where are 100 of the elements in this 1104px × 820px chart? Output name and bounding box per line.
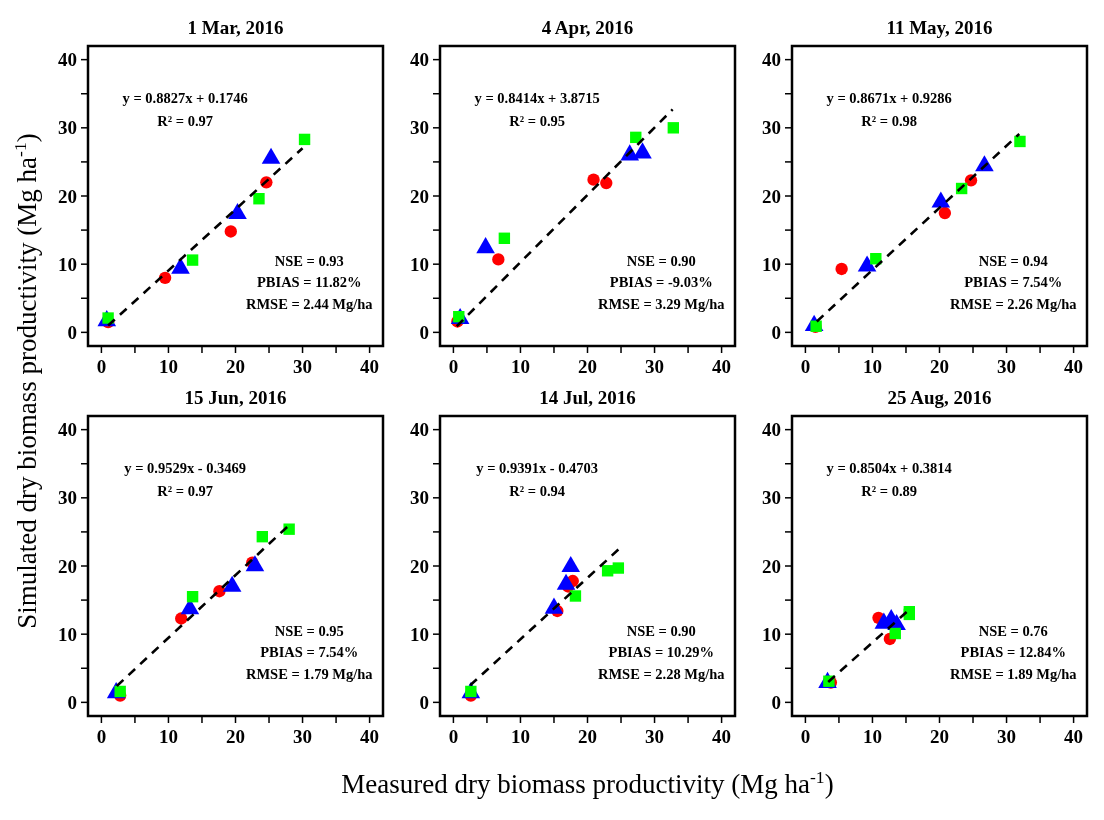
point — [492, 253, 505, 266]
point — [298, 133, 311, 146]
annotation: y = 0.8414x + 3.8715 — [474, 90, 600, 107]
y-tick-label: 10 — [58, 253, 77, 275]
y-tick-label: 30 — [410, 487, 429, 509]
x-tick-label: 30 — [293, 356, 313, 377]
point — [870, 253, 882, 265]
x-tick-label: 30 — [997, 356, 1017, 377]
x-tick-label: 30 — [997, 726, 1017, 747]
annotation: RMSE = 1.79 Mg/ha — [245, 666, 374, 683]
x-tick-label: 10 — [158, 356, 178, 377]
point — [601, 565, 614, 577]
point — [612, 562, 625, 574]
x-tick-label: 40 — [712, 726, 732, 747]
point — [158, 271, 172, 284]
annotation: y = 0.8827x + 0.1746 — [122, 90, 248, 107]
y-tick-label: 30 — [58, 117, 77, 139]
point — [186, 254, 199, 266]
x-tick-label: 20 — [226, 356, 245, 377]
y-tick-label: 0 — [419, 692, 429, 714]
point — [600, 176, 613, 190]
x-tick-label: 40 — [1064, 726, 1084, 747]
x-tick-label: 30 — [293, 726, 313, 747]
annotation: y = 0.9391x - 0.4703 — [476, 460, 599, 477]
annotation: y = 0.9529x - 0.3469 — [124, 460, 247, 477]
y-tick-label: 10 — [762, 623, 781, 645]
y-tick-label: 30 — [762, 487, 781, 509]
x-tick-label: 30 — [645, 356, 665, 377]
chart-title: 4 Apr, 2016 — [541, 17, 634, 38]
x-tick-label: 20 — [930, 356, 949, 377]
y-tick-label: 0 — [67, 322, 77, 344]
point — [256, 530, 269, 543]
x-tick-label: 20 — [578, 356, 597, 377]
annotation: PBIAS = 10.29% — [608, 644, 714, 661]
annotation: PBIAS = 7.54% — [964, 274, 1063, 291]
annotation: R² = 0.94 — [509, 482, 566, 499]
y-tick-label: 20 — [58, 185, 77, 207]
x-tick-label: 0 — [800, 356, 811, 377]
y-tick-label: 20 — [58, 555, 77, 577]
y-tick-label: 10 — [410, 253, 429, 275]
point — [938, 206, 952, 220]
chart-title: 11 May, 2016 — [886, 17, 993, 38]
y-tick-label: 20 — [410, 185, 429, 207]
x-tick-label: 40 — [712, 356, 732, 377]
point — [569, 590, 582, 602]
x-tick-label: 10 — [510, 726, 530, 747]
y-tick-label: 20 — [762, 185, 781, 207]
y-tick-label: 0 — [419, 322, 429, 344]
x-tick-label: 10 — [862, 726, 882, 747]
y-tick-label: 40 — [762, 419, 781, 441]
annotation: R² = 0.89 — [861, 482, 918, 499]
y-tick-label: 10 — [410, 623, 429, 645]
annotation: PBIAS = 7.54% — [260, 644, 359, 661]
x-tick-label: 0 — [448, 356, 459, 377]
x-tick-label: 10 — [510, 356, 530, 377]
point — [175, 612, 188, 625]
x-tick-label: 40 — [360, 356, 380, 377]
annotation: PBIAS = 11.82% — [256, 274, 362, 291]
y-tick-label: 40 — [58, 419, 77, 441]
annotation: RMSE = 2.44 Mg/ha — [245, 296, 374, 313]
y-tick-label: 40 — [58, 49, 77, 71]
annotation: NSE = 0.94 — [978, 252, 1048, 269]
y-tick-label: 0 — [771, 322, 781, 344]
x-tick-label: 20 — [578, 726, 597, 747]
x-tick-label: 20 — [226, 726, 245, 747]
y-tick-label: 40 — [410, 49, 429, 71]
annotation: NSE = 0.90 — [626, 252, 696, 269]
point — [283, 523, 295, 535]
chart-title: 15 Jun, 2016 — [184, 387, 287, 408]
point — [667, 122, 680, 134]
y-tick-label: 10 — [58, 623, 77, 645]
annotation: NSE = 0.90 — [626, 622, 696, 639]
point — [186, 590, 199, 603]
y-tick-label: 0 — [67, 692, 77, 714]
y-tick-label: 30 — [58, 487, 77, 509]
y-tick-label: 20 — [762, 555, 781, 577]
x-axis-title: Measured dry biomass productivity (Mg ha$^{-1}$) — [341, 767, 834, 799]
annotation: NSE = 0.95 — [274, 622, 344, 639]
point — [253, 193, 265, 205]
x-tick-label: 10 — [862, 356, 882, 377]
point — [889, 627, 901, 640]
x-tick-label: 0 — [448, 726, 459, 747]
x-tick-label: 10 — [158, 726, 178, 747]
x-tick-label: 20 — [930, 726, 949, 747]
y-tick-label: 40 — [410, 419, 429, 441]
annotation: y = 0.8504x + 0.3814 — [826, 460, 952, 477]
annotation: RMSE = 3.29 Mg/ha — [597, 296, 726, 313]
x-tick-label: 0 — [800, 726, 811, 747]
annotation: RMSE = 2.28 Mg/ha — [597, 666, 726, 683]
y-tick-label: 10 — [762, 253, 781, 275]
annotation: R² = 0.98 — [861, 112, 918, 129]
x-tick-label: 40 — [360, 726, 380, 747]
chart-title: 14 Jul, 2016 — [539, 387, 636, 408]
point — [835, 262, 848, 276]
annotation: R² = 0.97 — [157, 482, 214, 499]
x-tick-label: 0 — [96, 356, 107, 377]
x-tick-label: 40 — [1064, 356, 1084, 377]
annotation: RMSE = 2.26 Mg/ha — [949, 296, 1078, 313]
y-tick-label: 20 — [410, 555, 429, 577]
annotation: NSE = 0.76 — [978, 622, 1048, 639]
